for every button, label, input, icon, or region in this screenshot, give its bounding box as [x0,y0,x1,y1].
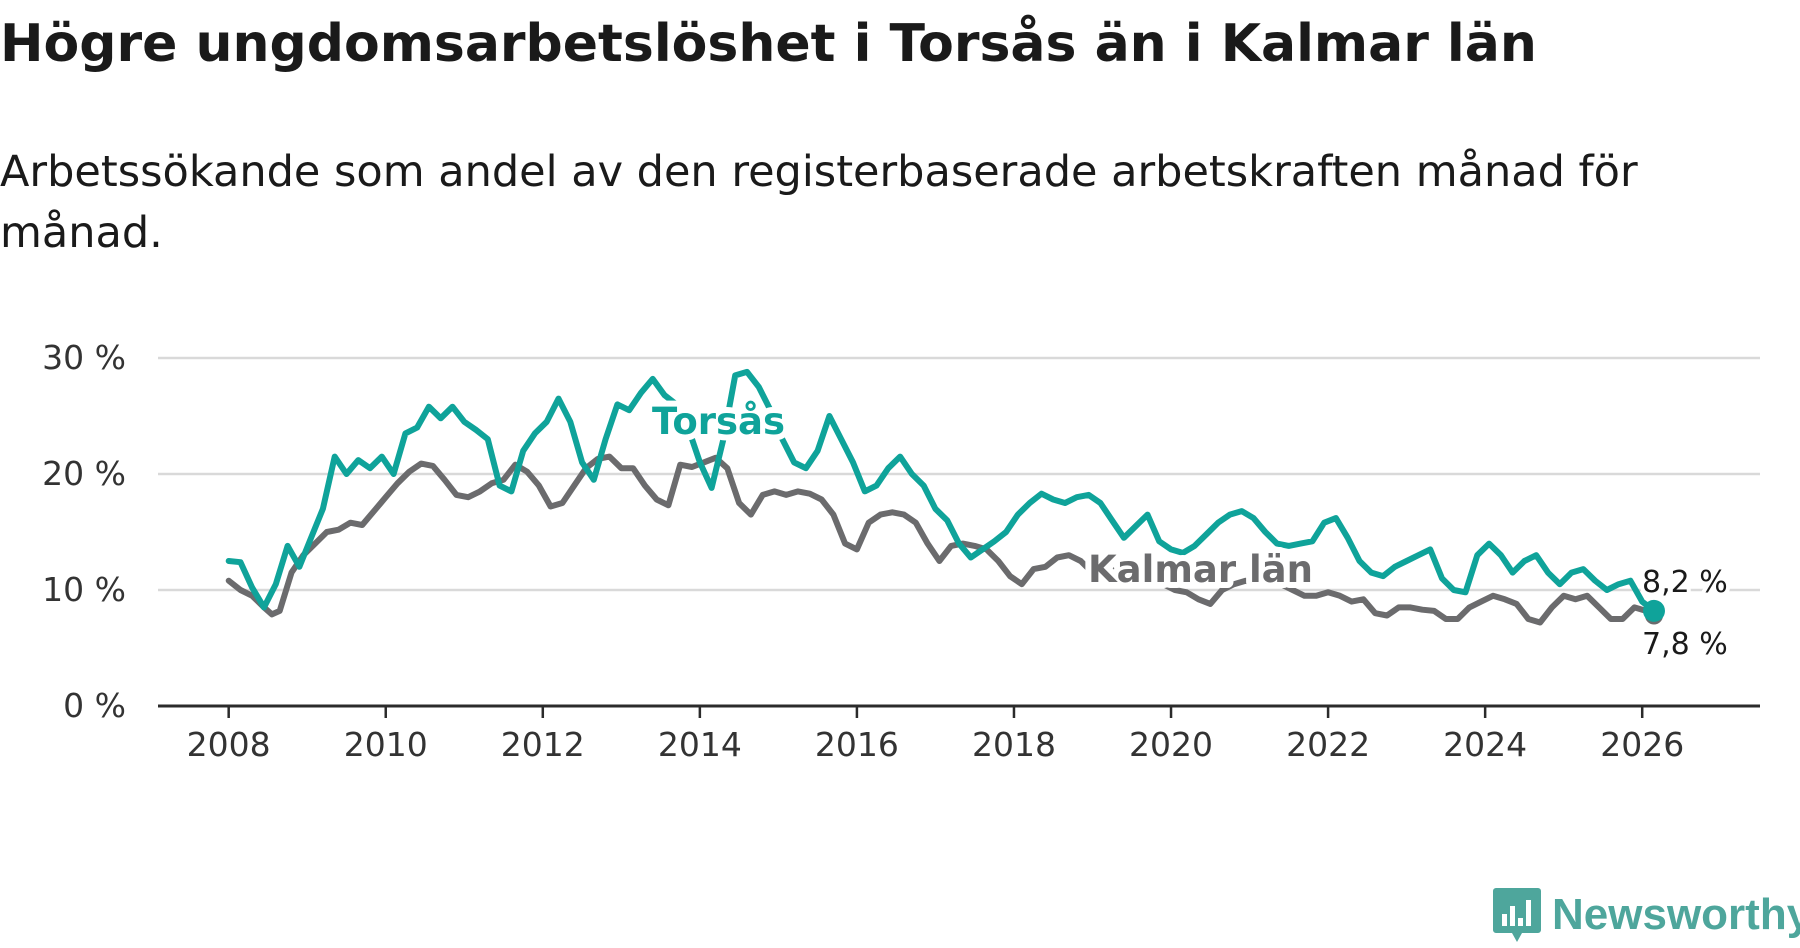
series-label-torsas: Torsås [652,400,785,443]
grid-lines [158,356,1760,592]
x-tick-label: 2010 [344,725,428,764]
x-tick-label: 2014 [658,725,742,764]
axes: 0 % 10 % 20 % 30 % 2008 2010 2012 2014 2016 2018 2… [42,338,1760,764]
y-tick-label: 10 % [42,570,126,609]
torsas-end-marker [1642,599,1665,622]
x-tick-label: 2022 [1286,725,1370,764]
y-tick-label: 20 % [42,454,126,493]
series-label-kalmar-lan: Kalmar län [1088,548,1313,591]
x-tick-label: 2008 [187,725,271,764]
x-tick-label: 2024 [1443,725,1527,764]
x-tick-label: 2026 [1600,725,1684,764]
series-line-torsas [225,368,1657,614]
series-line-kalmar-lan [225,453,1657,626]
x-tick-label: 2016 [815,725,899,764]
chart-title: Högre ungdomsarbetslöshet i Torsås än i … [0,14,1537,74]
y-tick-label: 0 % [63,686,126,725]
chart-subtitle: Arbetssökande som andel av den registerb… [0,147,1638,258]
x-tick-label: 2020 [1129,725,1213,764]
x-tick-label: 2018 [972,725,1056,764]
torsas-end-value-label: 8,2 % [1642,565,1728,600]
series-labels: Torsås Kalmar län 8,2 % 7,8 % [646,394,1732,666]
newsworthy-logo: Newsworthy [1492,886,1800,944]
newsworthy-logo-icon [1493,888,1541,942]
x-tick-label: 2012 [501,725,585,764]
series-lines [225,368,1665,626]
y-tick-label: 30 % [42,338,126,377]
kalmar-lan-end-value-label: 7,8 % [1642,627,1728,662]
newsworthy-logo-text: Newsworthy [1552,890,1800,939]
